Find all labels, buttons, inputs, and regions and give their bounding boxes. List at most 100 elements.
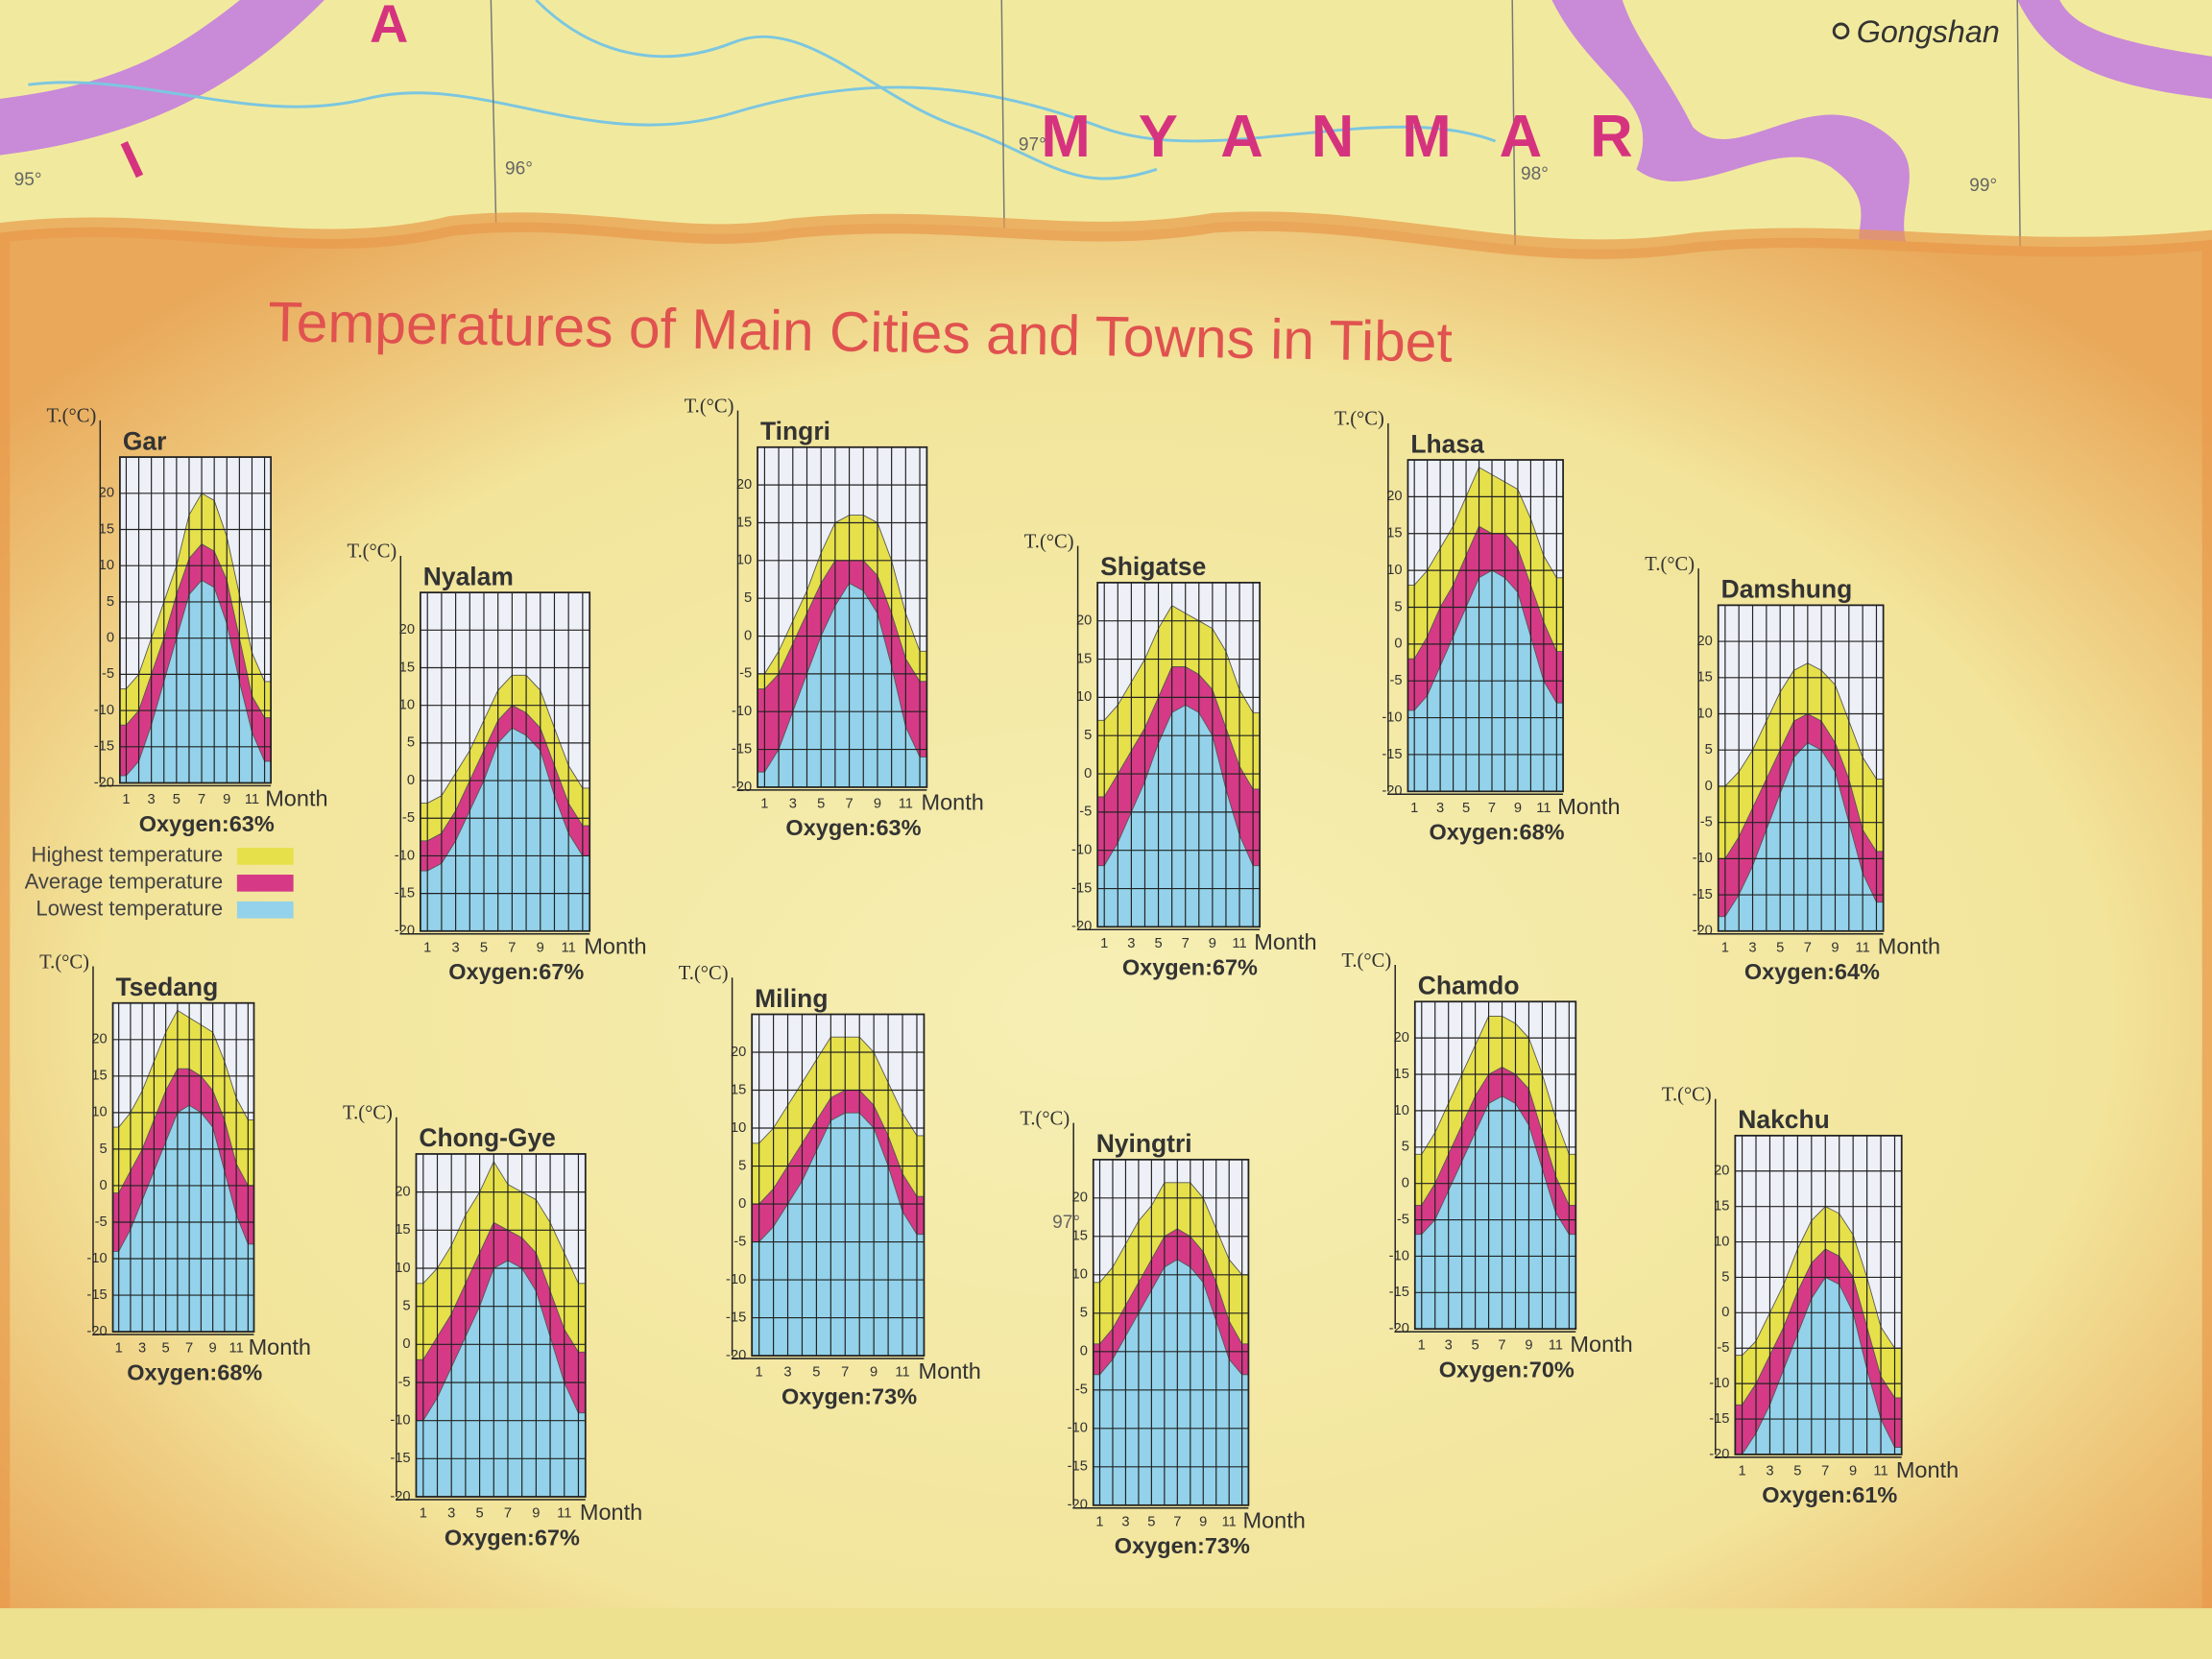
x-tick-label: 5 — [476, 1506, 484, 1522]
y-tick-label: 5 — [1721, 1269, 1729, 1285]
y-tick-label: -10 — [732, 704, 752, 719]
plot-frame — [1407, 459, 1564, 793]
x-axis-label: Month — [584, 934, 646, 959]
y-tick-label: -15 — [1389, 1285, 1409, 1300]
chart: -20 -15 -10 -5 0 5 10 15 20 1 3 5 7 9 11 Month T.(°C) Dam… — [1645, 554, 1940, 984]
x-tick-label: 3 — [1748, 940, 1756, 955]
y-tick-label: 20 — [736, 477, 752, 493]
y-tick-label: 10 — [99, 558, 114, 573]
x-tick-label: 11 — [1873, 1463, 1887, 1479]
y-tick-label: -5 — [402, 810, 415, 826]
y-tick-label: -15 — [1068, 1459, 1088, 1475]
y-tick-label: 20 — [99, 486, 114, 501]
x-tick-label: 11 — [1549, 1338, 1563, 1354]
y-tick-label: 10 — [399, 698, 415, 713]
x-tick-label: 7 — [1804, 940, 1812, 955]
x-tick-label: 3 — [789, 796, 797, 811]
y-tick-label: -5 — [1390, 673, 1403, 688]
x-tick-label: 7 — [185, 1341, 193, 1357]
y-tick-label: -20 — [1709, 1447, 1729, 1462]
chart-title: Nyingtri — [1096, 1129, 1192, 1158]
x-tick-label: 1 — [1721, 940, 1729, 955]
chart: -20 -15 -10 -5 0 5 10 15 20 1 3 5 7 9 11 Month T.(°C) Cha… — [1341, 950, 1632, 1382]
chart: -20 -15 -10 -5 0 5 10 15 20 1 3 5 7 9 11 Month T.(°C) Shi… — [1024, 531, 1317, 979]
y-tick-label: 15 — [395, 1222, 410, 1238]
y-tick-label: 5 — [1402, 1140, 1409, 1155]
x-tick-label: 9 — [1209, 936, 1216, 951]
y-tick-label: 15 — [1696, 670, 1712, 685]
town-label: Gongshan — [1857, 14, 2000, 49]
annotation: Oxygen:61% — [1762, 1482, 1897, 1507]
x-tick-label: 3 — [138, 1341, 146, 1357]
y-tick-label: 15 — [731, 1082, 746, 1097]
x-tick-label: 5 — [1462, 801, 1470, 816]
y-tick-label: -15 — [94, 739, 114, 755]
y-tick-label: 0 — [1705, 779, 1713, 794]
x-tick-label: 5 — [1472, 1338, 1479, 1354]
x-tick-label: 3 — [452, 940, 460, 955]
x-tick-label: 1 — [423, 940, 431, 955]
x-tick-label: 7 — [1488, 801, 1496, 816]
y-axis-label: T.(°C) — [685, 396, 734, 417]
legend-swatch — [236, 875, 294, 892]
y-tick-label: 5 — [738, 1158, 746, 1173]
y-tick-label: -5 — [95, 1214, 108, 1230]
chart: -20 -15 -10 -5 0 5 10 15 20 1 3 5 7 9 11 Month T.(°C) Tin… — [685, 396, 984, 840]
x-tick-label: 5 — [812, 1365, 820, 1381]
y-tick-label: 20 — [731, 1045, 746, 1060]
x-tick-label: 3 — [1127, 936, 1135, 951]
annotation: Oxygen:73% — [1115, 1533, 1250, 1558]
x-tick-label: 11 — [557, 1506, 571, 1522]
x-tick-label: 3 — [783, 1365, 791, 1381]
x-tick-label: 5 — [480, 940, 488, 955]
chart-title: Tingri — [760, 417, 830, 445]
x-tick-label: 7 — [504, 1506, 512, 1522]
y-tick-label: 15 — [1072, 1229, 1088, 1244]
y-tick-label: -20 — [732, 780, 752, 795]
y-tick-label: -5 — [1700, 815, 1713, 830]
x-axis-label: Month — [1557, 794, 1620, 819]
y-tick-label: 10 — [736, 553, 752, 568]
x-tick-label: 9 — [1514, 801, 1522, 816]
y-axis-label: T.(°C) — [1662, 1084, 1712, 1105]
chart: -20 -15 -10 -5 0 5 10 15 20 1 3 5 7 9 11 Month T.(°C) Gar… — [46, 406, 327, 836]
y-tick-label: 20 — [1386, 489, 1402, 504]
y-tick-label: 0 — [1394, 637, 1402, 652]
longitude-label: 96° — [505, 158, 533, 179]
bottom-strip — [0, 1608, 2212, 1659]
legend-label: Highest temperature — [32, 843, 224, 867]
x-tick-label: 5 — [817, 796, 825, 811]
y-tick-label: 10 — [731, 1120, 746, 1136]
x-tick-label: 9 — [537, 940, 544, 955]
x-tick-label: 1 — [1738, 1463, 1745, 1479]
x-tick-label: 7 — [1821, 1463, 1829, 1479]
plot-frame — [1413, 1000, 1577, 1331]
y-tick-label: -5 — [1079, 805, 1092, 820]
y-tick-label: 5 — [744, 590, 752, 606]
y-tick-label: -5 — [398, 1375, 411, 1390]
plot-frame — [1734, 1134, 1903, 1455]
annotation: Oxygen:63% — [139, 811, 275, 836]
y-tick-label: 20 — [91, 1032, 107, 1047]
chart: -20 -15 -10 -5 0 5 10 15 20 1 3 5 7 9 11 Month T.(°C) Nya… — [347, 541, 646, 984]
x-tick-label: 11 — [1232, 936, 1246, 951]
y-tick-label: -20 — [1068, 1498, 1088, 1513]
chart: -20 -15 -10 -5 0 5 10 15 20 1 3 5 7 9 11 Month T.(°C) Mil… — [679, 963, 981, 1408]
x-axis-label: Month — [1878, 934, 1940, 959]
x-axis-label: Month — [1243, 1508, 1306, 1533]
map-region — [2017, 0, 2212, 99]
y-tick-label: -15 — [732, 741, 752, 757]
annotation: Oxygen:64% — [1744, 959, 1880, 984]
chart-title: Nyalam — [423, 562, 514, 590]
y-tick-label: -20 — [395, 924, 415, 939]
y-tick-label: -20 — [86, 1324, 107, 1339]
y-tick-label: -10 — [1068, 1421, 1088, 1436]
y-tick-label: -10 — [390, 1413, 410, 1429]
y-tick-label: 10 — [1072, 1267, 1088, 1283]
y-tick-label: 5 — [407, 735, 415, 751]
x-tick-label: 11 — [1222, 1514, 1237, 1529]
y-tick-label: 20 — [399, 622, 415, 637]
y-tick-label: 20 — [1696, 634, 1712, 649]
y-tick-label: -5 — [102, 666, 114, 682]
y-axis-label: T.(°C) — [1645, 554, 1695, 575]
